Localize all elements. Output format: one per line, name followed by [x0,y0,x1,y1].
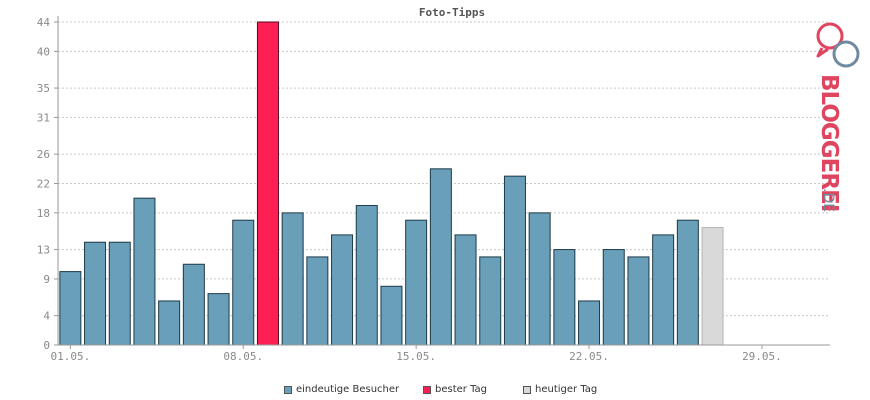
x-tick-label: 29.05. [742,350,782,363]
bar [454,234,477,346]
bar [306,256,329,346]
y-tick-label: 13 [37,244,50,257]
bar [479,256,502,346]
bar [429,168,452,346]
y-tick-label: 4 [43,310,50,323]
bar [108,241,131,346]
bloggerei-logo-text: BLOGGEREI [816,74,842,211]
legend-label-visitors: eindeutige Besucher [296,384,400,395]
legend-item-today: heutiger Tag [523,384,597,395]
x-tick-label: 22.05. [569,350,609,363]
bar [553,249,576,346]
y-tick-label: 18 [37,207,50,220]
y-tick-label: 44 [37,16,51,29]
legend-swatch-today [523,385,531,394]
bar [405,219,428,346]
bar [207,293,230,346]
bar [281,212,304,346]
legend-item-best-day: bester Tag [423,384,487,395]
bar-best-day [256,21,279,346]
bar [84,241,107,346]
legend-swatch-best-day [423,385,431,394]
y-tick-label: 22 [37,178,50,191]
y-tick-label: 35 [37,82,50,95]
bar [158,300,181,346]
bar [676,219,699,346]
x-axis: 01.05. 08.05. 15.05. 22.05. 29.05. [50,344,830,363]
bloggerei-logo[interactable]: BLOGGEREI .DE [808,16,870,216]
x-tick-label: 01.05. [50,350,90,363]
legend-swatch-visitors [284,385,292,394]
legend-label-best-day: bester Tag [435,384,488,395]
legend: eindeutige Besucher bester Tag heutiger … [0,384,870,398]
bar [59,271,82,346]
y-axis: 0 4 9 13 18 22 26 31 35 40 44 [37,16,59,352]
bar [652,234,675,346]
bar [627,256,650,346]
legend-item-visitors: eindeutige Besucher [284,384,399,395]
bar [232,219,255,346]
y-tick-label: 31 [37,111,50,124]
bar [528,212,551,346]
chart-bars [59,21,724,346]
chart-title: Foto-Tipps [419,6,485,19]
x-tick-label: 08.05. [223,350,263,363]
bar [182,263,205,346]
bar [331,234,354,346]
y-tick-label: 40 [37,45,50,58]
bar-today [701,227,724,346]
bar [133,197,156,346]
bar [602,249,625,346]
legend-label-today: heutiger Tag [535,384,598,395]
bloggerei-logo-suffix: .DE [820,188,836,212]
bar [380,285,403,346]
bar [503,175,526,346]
bar [355,205,378,346]
bar [578,300,601,346]
y-tick-label: 9 [43,273,50,286]
x-tick-label: 15.05. [396,350,436,363]
y-tick-label: 26 [37,148,50,161]
y-tick-label: 0 [43,339,50,352]
bloggerei-logo-icon [816,22,860,68]
